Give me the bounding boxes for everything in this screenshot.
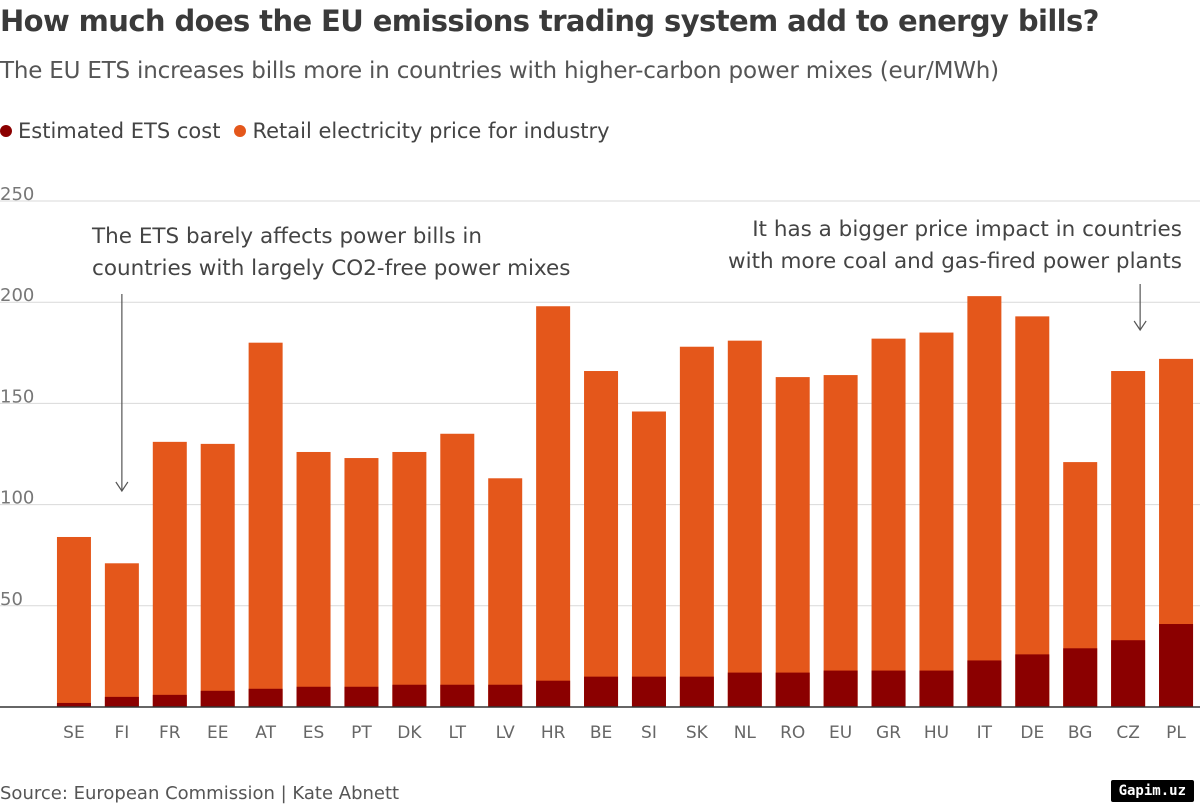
watermark-badge: Gapim.uz: [1110, 780, 1194, 802]
x-tick-label-IT: IT: [977, 723, 993, 743]
bar-retail-HR: [536, 306, 571, 707]
bar-retail-HU: [919, 332, 954, 707]
bar-retail-LV: [488, 478, 523, 707]
y-tick-label-100: 100: [0, 488, 34, 509]
x-tick-label-DE: DE: [1020, 723, 1044, 743]
y-tick-label-250: 250: [0, 184, 34, 205]
bar-retail-EE: [200, 443, 235, 707]
y-tick-label-150: 150: [0, 386, 34, 407]
bar-ets-LT: [440, 684, 475, 707]
bar-ets-SK: [679, 676, 714, 707]
legend-swatch-ets: [0, 125, 12, 137]
annotation-2-arrow-head: [1133, 320, 1147, 332]
x-tick-label-SI: SI: [641, 723, 657, 743]
legend-label-ets: Estimated ETS cost: [18, 119, 221, 143]
bar-retail-BE: [584, 371, 619, 707]
legend-swatch-retail: [234, 125, 247, 137]
bar-retail-FI: [104, 563, 139, 707]
bar-ets-EU: [823, 670, 858, 707]
bar-retail-RO: [775, 377, 810, 707]
chart-title: How much does the EU emissions trading s…: [0, 4, 1100, 38]
bar-ets-AT: [248, 688, 283, 707]
bar-retail-LT: [440, 433, 475, 707]
bar-ets-EE: [200, 690, 235, 707]
legend-item-retail: Retail electricity price for industry: [234, 119, 610, 143]
x-tick-label-AT: AT: [255, 723, 276, 743]
bar-ets-RO: [775, 672, 810, 707]
y-tick-label-200: 200: [0, 285, 34, 306]
bar-retail-ES: [296, 451, 331, 707]
bar-ets-GR: [871, 670, 906, 707]
bar-ets-PT: [344, 686, 379, 707]
x-tick-label-RO: RO: [780, 723, 805, 743]
bar-retail-PT: [344, 458, 379, 707]
legend: Estimated ETS cost Retail electricity pr…: [0, 119, 624, 143]
annotation-1-arrow-head: [115, 481, 129, 493]
x-tick-label-CZ: CZ: [1116, 723, 1140, 743]
bar-ets-FI: [104, 696, 139, 707]
bar-ets-CZ: [1111, 640, 1146, 707]
x-tick-label-FR: FR: [159, 723, 181, 743]
x-tick-label-DK: DK: [397, 723, 422, 743]
annotation-1-line-1: The ETS barely affects power bills in: [91, 224, 482, 249]
bar-retail-DE: [1015, 316, 1050, 707]
x-tick-label-HR: HR: [541, 723, 566, 743]
legend-item-ets: Estimated ETS cost: [0, 119, 220, 143]
bar-ets-SE: [56, 702, 91, 707]
annotation-2-line-2: with more coal and gas-fired power plant…: [728, 249, 1182, 274]
bar-ets-BG: [1063, 648, 1098, 707]
bar-retail-AT: [248, 342, 283, 707]
x-tick-label-BE: BE: [590, 723, 612, 743]
x-tick-label-BG: BG: [1068, 723, 1093, 743]
bar-ets-FR: [152, 694, 187, 707]
chart-subtitle: The EU ETS increases bills more in count…: [0, 58, 999, 84]
bar-ets-ES: [296, 686, 331, 707]
x-tick-label-EU: EU: [829, 723, 852, 743]
bar-retail-FR: [152, 441, 187, 707]
x-tick-label-SK: SK: [686, 723, 709, 743]
x-tick-label-FI: FI: [114, 723, 129, 743]
bar-chart: 50 100 150 200 250 SE FI FR EE AT ES PT DK LT LV HR BE SI…: [0, 184, 1200, 743]
bar-retail-EU: [823, 375, 858, 707]
bar-ets-LV: [488, 684, 523, 707]
x-tick-label-EE: EE: [207, 723, 228, 743]
annotation-2-line-1: It has a bigger price impact in countrie…: [752, 217, 1182, 242]
bar-ets-PL: [1159, 624, 1194, 707]
bar-retail-SK: [679, 346, 714, 707]
legend-label-retail: Retail electricity price for industry: [252, 119, 610, 143]
x-tick-label-NL: NL: [734, 723, 757, 743]
bar-retail-IT: [967, 296, 1002, 707]
bar-retail-GR: [871, 338, 906, 707]
bar-ets-NL: [727, 672, 762, 707]
bar-ets-BE: [584, 676, 619, 707]
x-tick-label-PL: PL: [1166, 723, 1186, 743]
x-tick-label-ES: ES: [303, 723, 325, 743]
bar-ets-IT: [967, 660, 1002, 707]
bar-ets-HR: [536, 680, 571, 707]
source-note: Source: European Commission | Kate Abnet…: [0, 783, 400, 804]
bar-retail-SE: [56, 536, 91, 707]
y-tick-label-50: 50: [0, 589, 23, 610]
x-tick-label-SE: SE: [63, 723, 85, 743]
bar-ets-DK: [392, 684, 427, 707]
bar-ets-HU: [919, 670, 954, 707]
bar-retail-DK: [392, 451, 427, 707]
bar-ets-DE: [1015, 654, 1050, 707]
x-tick-label-GR: GR: [876, 723, 901, 743]
bar-ets-SI: [631, 676, 666, 707]
annotation-1-line-2: countries with largely CO2-free power mi…: [92, 256, 571, 281]
x-tick-label-PT: PT: [351, 723, 372, 743]
x-tick-label-LT: LT: [449, 723, 467, 743]
bar-retail-SI: [631, 411, 666, 707]
bar-retail-NL: [727, 340, 762, 707]
x-tick-label-HU: HU: [924, 723, 949, 743]
x-tick-label-LV: LV: [496, 723, 516, 743]
